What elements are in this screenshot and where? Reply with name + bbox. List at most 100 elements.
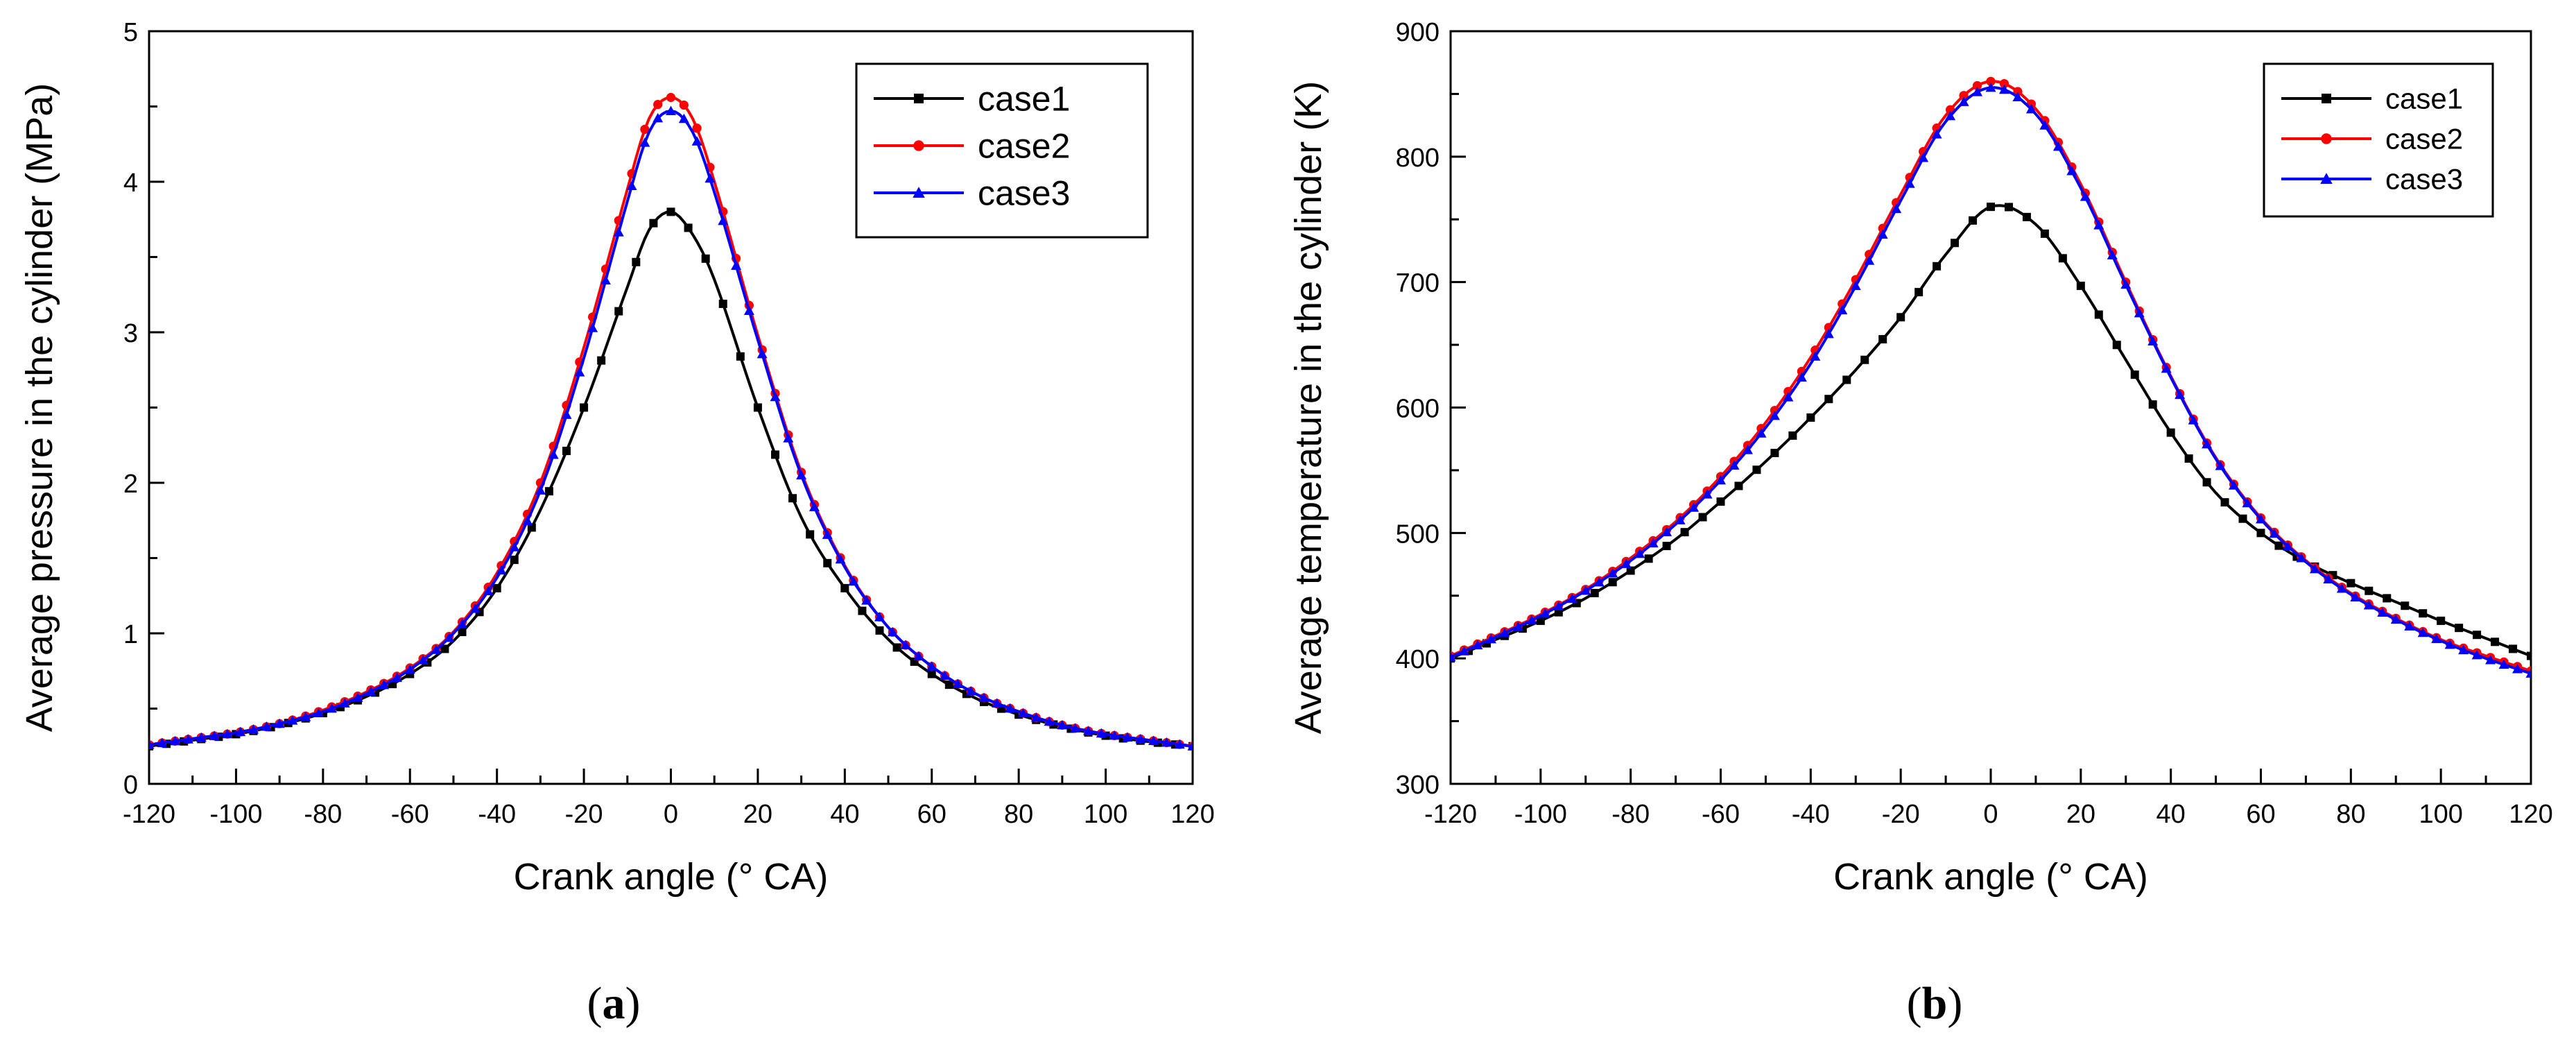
series-case3 xyxy=(149,105,1193,751)
data-point-case3 xyxy=(1945,110,1956,121)
data-point-case3 xyxy=(1451,651,1456,662)
data-point-case1 xyxy=(1716,497,1725,506)
data-point-case3 xyxy=(652,112,664,123)
x-tick-label: -60 xyxy=(391,800,429,829)
data-point-case3 xyxy=(1783,392,1794,402)
data-point-case3 xyxy=(2229,480,2240,490)
data-point-case3 xyxy=(2350,592,2361,602)
data-point-case3 xyxy=(1702,489,1713,499)
data-point-case1 xyxy=(2455,624,2464,633)
data-point-case3 xyxy=(965,685,976,696)
data-point-case3 xyxy=(2256,513,2266,524)
data-point-case3 xyxy=(2052,141,2064,151)
data-point-case3 xyxy=(2296,552,2307,563)
data-point-case3 xyxy=(287,715,298,725)
x-tick-label: 40 xyxy=(830,800,859,829)
data-point-case3 xyxy=(940,670,951,680)
data-point-case1 xyxy=(1662,542,1671,551)
data-point-case3 xyxy=(2512,663,2523,674)
data-point-case3 xyxy=(1972,87,1983,96)
caption-part: ) xyxy=(625,978,641,1029)
data-point-case3 xyxy=(326,703,337,713)
series-line-case1 xyxy=(149,210,1193,748)
data-point-case3 xyxy=(365,686,377,696)
data-point-case1 xyxy=(597,356,606,365)
x-tick-label: 60 xyxy=(2246,800,2275,829)
data-point-case1 xyxy=(684,223,693,232)
data-point-case3 xyxy=(1918,153,1929,162)
data-point-case3 xyxy=(2134,307,2145,318)
data-point-case3 xyxy=(1148,735,1159,745)
data-point-case3 xyxy=(1796,372,1807,382)
series-case1 xyxy=(149,207,1193,751)
data-point-case3 xyxy=(1553,601,1564,610)
data-point-case2 xyxy=(2013,87,2023,96)
data-point-case3 xyxy=(2498,659,2509,669)
data-point-case3 xyxy=(2107,250,2118,259)
data-point-case1 xyxy=(1770,449,1779,458)
data-point-case1 xyxy=(718,300,727,309)
data-point-case1 xyxy=(875,626,884,635)
data-point-case3 xyxy=(261,721,272,731)
data-point-case1 xyxy=(2419,609,2428,618)
x-tick-label: -20 xyxy=(565,800,603,829)
legend-label-case1: case1 xyxy=(2385,83,2463,115)
data-point-case1 xyxy=(2040,229,2049,238)
data-point-case3 xyxy=(444,632,455,642)
data-point-case3 xyxy=(2282,541,2293,551)
x-tick-label: -40 xyxy=(478,800,516,829)
data-point-case3 xyxy=(952,678,963,688)
data-point-case3 xyxy=(1688,502,1700,512)
data-point-case3 xyxy=(2485,654,2496,665)
data-point-case3 xyxy=(926,661,937,671)
data-point-case3 xyxy=(1458,646,1469,656)
data-point-case1 xyxy=(2346,579,2355,588)
y-tick-label: 1 xyxy=(123,620,138,649)
data-point-case1 xyxy=(2130,370,2139,379)
data-point-case3 xyxy=(2120,279,2132,289)
x-tick-label: -100 xyxy=(209,800,262,829)
data-point-case3 xyxy=(149,739,155,749)
data-point-case2 xyxy=(1986,76,1996,86)
data-point-case3 xyxy=(222,728,233,739)
data-point-case3 xyxy=(2215,461,2226,470)
data-point-case3 xyxy=(209,730,220,740)
data-point-case3 xyxy=(2309,563,2320,574)
data-point-case1 xyxy=(892,643,901,652)
data-point-case1 xyxy=(1969,216,1978,225)
data-point-case3 xyxy=(900,640,911,649)
data-point-case1 xyxy=(1536,616,1545,625)
legend-marker-case3 xyxy=(2320,173,2333,184)
data-point-case3 xyxy=(2377,607,2388,617)
data-point-case1 xyxy=(1878,335,1887,344)
data-point-case1 xyxy=(614,307,623,316)
data-point-case3 xyxy=(2444,639,2455,649)
data-point-case3 xyxy=(2066,166,2077,176)
x-tick-label: 80 xyxy=(2336,800,2365,829)
data-point-case3 xyxy=(1017,708,1028,718)
data-point-case3 xyxy=(2093,220,2104,230)
data-point-case3 xyxy=(1985,82,1996,92)
legend: case1 case2 case3 xyxy=(855,62,1149,239)
x-tick-label: -100 xyxy=(1514,800,1567,829)
data-point-case3 xyxy=(887,626,898,637)
data-point-case3 xyxy=(992,698,1003,708)
data-point-case3 xyxy=(391,672,402,683)
data-point-case3 xyxy=(274,718,285,728)
data-point-case3 xyxy=(1850,280,1861,291)
data-point-case3 xyxy=(1057,719,1068,730)
caption-part: ) xyxy=(1947,978,1962,1029)
data-point-case3 xyxy=(1174,739,1185,749)
data-point-case3 xyxy=(1083,726,1093,735)
y-tick-label: 4 xyxy=(123,169,138,198)
y-tick-label: 0 xyxy=(123,771,138,800)
legend: case1 case2 case3 xyxy=(2263,62,2494,218)
legend-marker-case2 xyxy=(913,140,924,151)
data-point-case3 xyxy=(626,180,637,191)
data-point-case3 xyxy=(2202,438,2213,449)
data-point-case1 xyxy=(2527,651,2531,660)
series-case1 xyxy=(1451,203,2531,663)
data-point-case3 xyxy=(1187,741,1193,751)
data-point-case1 xyxy=(2473,631,2482,640)
